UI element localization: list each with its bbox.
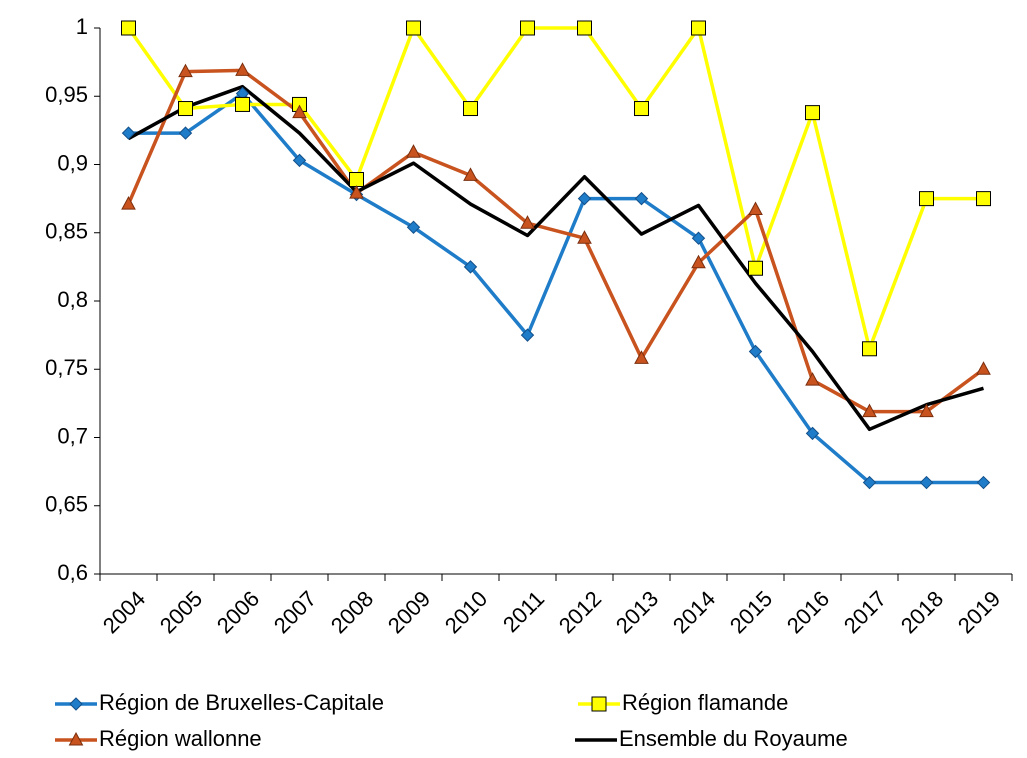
marker: [520, 20, 535, 36]
marker: [634, 101, 649, 117]
marker: [349, 172, 364, 188]
marker: [178, 101, 193, 117]
marker: [919, 191, 934, 207]
marker: [862, 341, 877, 357]
marker: [748, 201, 763, 216]
marker: [748, 344, 763, 359]
y-tick-label: 0,8: [57, 287, 88, 312]
x-tick-label: 2011: [498, 586, 549, 637]
marker: [862, 403, 877, 418]
marker: [691, 231, 706, 245]
y-tick-label: 0,75: [45, 355, 88, 380]
y-tick-label: 0,6: [57, 560, 88, 585]
y-tick-label: 0,85: [45, 219, 88, 244]
marker: [976, 361, 991, 375]
marker: [349, 185, 364, 199]
y-tick-label: 0,9: [57, 150, 88, 175]
marker: [68, 731, 84, 746]
marker: [292, 104, 307, 119]
legend-label: Région de Bruxelles-Capitale: [99, 690, 384, 715]
marker: [463, 167, 478, 181]
marker: [121, 196, 136, 210]
x-tick-label: 2004: [98, 586, 150, 638]
marker: [463, 260, 478, 274]
marker: [976, 191, 991, 207]
series-line: [127, 84, 984, 432]
x-tick-label: 2013: [611, 586, 663, 638]
y-tick-label: 0,95: [45, 82, 88, 107]
marker: [577, 191, 592, 206]
marker: [69, 697, 83, 711]
marker: [634, 191, 649, 206]
x-tick-label: 2006: [212, 586, 264, 638]
marker: [919, 403, 934, 418]
marker: [121, 20, 136, 36]
marker: [178, 63, 193, 78]
marker: [862, 475, 877, 490]
y-tick-label: 1: [76, 14, 88, 39]
x-tick-label: 2016: [782, 586, 834, 638]
marker: [463, 101, 478, 117]
marker: [520, 328, 535, 342]
marker: [591, 696, 607, 712]
y-tick-label: 0,7: [57, 423, 88, 448]
marker: [121, 126, 136, 140]
legend-label: Région flamande: [622, 690, 788, 715]
marker: [805, 372, 820, 386]
x-tick-label: 2007: [269, 586, 321, 638]
legend-label: Région wallonne: [99, 726, 262, 751]
marker: [805, 426, 820, 441]
marker: [691, 254, 706, 269]
marker: [235, 62, 250, 76]
legend-label: Ensemble du Royaume: [619, 726, 848, 751]
x-tick-label: 2015: [725, 586, 777, 638]
x-tick-label: 2005: [155, 586, 207, 638]
marker: [406, 220, 421, 234]
x-tick-label: 2009: [383, 586, 435, 638]
marker: [691, 20, 706, 36]
marker: [406, 20, 421, 36]
marker: [235, 96, 250, 112]
marker: [976, 475, 991, 490]
marker: [577, 230, 592, 244]
marker: [577, 20, 592, 36]
y-tick-label: 0,65: [45, 492, 88, 517]
x-tick-label: 2008: [326, 586, 378, 638]
series-line: [128, 91, 984, 485]
marker: [634, 350, 649, 364]
series-line: [127, 26, 984, 351]
x-tick-label: 2017: [839, 586, 891, 638]
marker: [520, 215, 535, 229]
x-tick-label: 2012: [554, 586, 606, 638]
x-tick-label: 2014: [668, 586, 720, 638]
series-line: [126, 68, 985, 414]
marker: [748, 260, 763, 276]
marker: [805, 105, 820, 121]
marker: [919, 475, 934, 490]
marker: [292, 153, 307, 168]
x-tick-label: 2019: [953, 586, 1005, 638]
x-tick-label: 2010: [440, 586, 492, 638]
x-tick-label: 2018: [896, 586, 948, 638]
marker: [406, 144, 421, 158]
marker: [178, 126, 193, 140]
